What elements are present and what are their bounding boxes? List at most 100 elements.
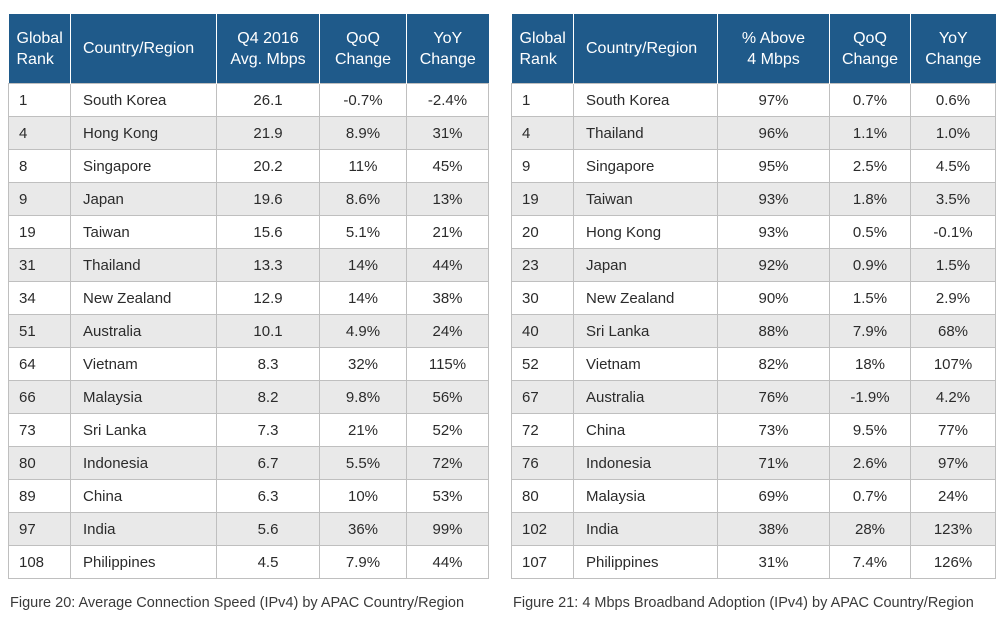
cell-rank: 66 xyxy=(8,380,71,414)
cell-value: 7.3 xyxy=(216,413,320,447)
cell-country: New Zealand xyxy=(70,281,217,315)
cell-country: Taiwan xyxy=(573,182,718,216)
cell-rank: 34 xyxy=(8,281,71,315)
cell-value: 93% xyxy=(717,215,830,249)
cell-rank: 9 xyxy=(511,149,574,183)
cell-value: 6.3 xyxy=(216,479,320,513)
table-row: 102 India 38% 28% 123% xyxy=(511,512,996,546)
cell-qoq: 8.9% xyxy=(319,116,407,150)
cell-qoq: 1.5% xyxy=(829,281,911,315)
table-row: 34 New Zealand 12.9 14% 38% xyxy=(8,281,489,315)
cell-qoq: -0.7% xyxy=(319,83,407,117)
cell-yoy: 13% xyxy=(406,182,489,216)
cell-qoq: 28% xyxy=(829,512,911,546)
cell-country: Hong Kong xyxy=(70,116,217,150)
cell-rank: 20 xyxy=(511,215,574,249)
table-row: 4 Hong Kong 21.9 8.9% 31% xyxy=(8,116,489,150)
cell-qoq: 36% xyxy=(319,512,407,546)
cell-value: 69% xyxy=(717,479,830,513)
table-row: 76 Indonesia 71% 2.6% 97% xyxy=(511,446,996,480)
cell-yoy: 21% xyxy=(406,215,489,249)
cell-value: 8.3 xyxy=(216,347,320,381)
header-text: 4 Mbps xyxy=(747,50,800,68)
cell-value: 26.1 xyxy=(216,83,320,117)
header-country: Country/Region xyxy=(573,14,718,84)
cell-value: 13.3 xyxy=(216,248,320,282)
table-row: 52 Vietnam 82% 18% 107% xyxy=(511,347,996,381)
table-row: 51 Australia 10.1 4.9% 24% xyxy=(8,314,489,348)
cell-qoq: 1.1% xyxy=(829,116,911,150)
table-row: 9 Japan 19.6 8.6% 13% xyxy=(8,182,489,216)
cell-yoy: 44% xyxy=(406,545,489,579)
header-text: Rank xyxy=(519,50,557,68)
cell-rank: 4 xyxy=(8,116,71,150)
cell-rank: 80 xyxy=(8,446,71,480)
header-text: YoY xyxy=(433,29,463,47)
cell-rank: 67 xyxy=(511,380,574,414)
cell-qoq: 8.6% xyxy=(319,182,407,216)
cell-value: 19.6 xyxy=(216,182,320,216)
cell-yoy: 4.5% xyxy=(910,149,996,183)
cell-country: Indonesia xyxy=(573,446,718,480)
table-row: 64 Vietnam 8.3 32% 115% xyxy=(8,347,489,381)
header-text: Change xyxy=(925,50,982,68)
cell-rank: 80 xyxy=(511,479,574,513)
cell-rank: 1 xyxy=(8,83,71,117)
cell-rank: 19 xyxy=(511,182,574,216)
cell-country: Philippines xyxy=(573,545,718,579)
cell-yoy: 115% xyxy=(406,347,489,381)
broadband-adoption-panel: Global Rank Country/Region % Above 4 Mbps QoQ… xyxy=(511,14,996,579)
table-header-row: Global Rank Country/Region Q4 2016 Avg. Mbps… xyxy=(8,14,489,84)
cell-qoq: 2.5% xyxy=(829,149,911,183)
connection-speed-table: Global Rank Country/Region Q4 2016 Avg. Mbps… xyxy=(8,14,489,579)
cell-yoy: 3.5% xyxy=(910,182,996,216)
cell-yoy: 52% xyxy=(406,413,489,447)
table-row: 97 India 5.6 36% 99% xyxy=(8,512,489,546)
cell-value: 21.9 xyxy=(216,116,320,150)
cell-country: Thailand xyxy=(70,248,217,282)
header-value: Q4 2016 Avg. Mbps xyxy=(216,14,320,84)
cell-rank: 107 xyxy=(511,545,574,579)
connection-speed-panel: Global Rank Country/Region Q4 2016 Avg. Mbps… xyxy=(8,14,489,579)
cell-yoy: 24% xyxy=(910,479,996,513)
table-row: 67 Australia 76% -1.9% 4.2% xyxy=(511,380,996,414)
table-row: 1 South Korea 26.1 -0.7% -2.4% xyxy=(8,83,489,117)
cell-qoq: 18% xyxy=(829,347,911,381)
cell-yoy: 45% xyxy=(406,149,489,183)
cell-qoq: 0.9% xyxy=(829,248,911,282)
cell-country: China xyxy=(573,413,718,447)
cell-yoy: 0.6% xyxy=(910,83,996,117)
cell-qoq: 1.8% xyxy=(829,182,911,216)
table-row: 20 Hong Kong 93% 0.5% -0.1% xyxy=(511,215,996,249)
table-row: 8 Singapore 20.2 11% 45% xyxy=(8,149,489,183)
cell-value: 71% xyxy=(717,446,830,480)
header-country: Country/Region xyxy=(70,14,217,84)
cell-value: 92% xyxy=(717,248,830,282)
cell-value: 96% xyxy=(717,116,830,150)
table-row: 1 South Korea 97% 0.7% 0.6% xyxy=(511,83,996,117)
cell-yoy: 31% xyxy=(406,116,489,150)
cell-yoy: 107% xyxy=(910,347,996,381)
cell-country: New Zealand xyxy=(573,281,718,315)
cell-rank: 9 xyxy=(8,182,71,216)
header-text: Q4 2016 xyxy=(237,29,299,47)
cell-qoq: 0.7% xyxy=(829,479,911,513)
cell-yoy: 53% xyxy=(406,479,489,513)
cell-value: 6.7 xyxy=(216,446,320,480)
table-header-row: Global Rank Country/Region % Above 4 Mbps QoQ… xyxy=(511,14,996,84)
cell-rank: 1 xyxy=(511,83,574,117)
cell-country: Vietnam xyxy=(573,347,718,381)
cell-rank: 73 xyxy=(8,413,71,447)
table-row: 72 China 73% 9.5% 77% xyxy=(511,413,996,447)
header-text: Country/Region xyxy=(586,40,698,57)
table-row: 73 Sri Lanka 7.3 21% 52% xyxy=(8,413,489,447)
table-row: 80 Malaysia 69% 0.7% 24% xyxy=(511,479,996,513)
cell-country: China xyxy=(70,479,217,513)
cell-value: 38% xyxy=(717,512,830,546)
header-value: % Above 4 Mbps xyxy=(717,14,830,84)
table-row: 19 Taiwan 15.6 5.1% 21% xyxy=(8,215,489,249)
header-text: QoQ xyxy=(853,29,887,47)
header-text: % Above xyxy=(741,29,806,47)
header-text: Change xyxy=(841,50,899,68)
header-text: QoQ xyxy=(346,29,380,47)
